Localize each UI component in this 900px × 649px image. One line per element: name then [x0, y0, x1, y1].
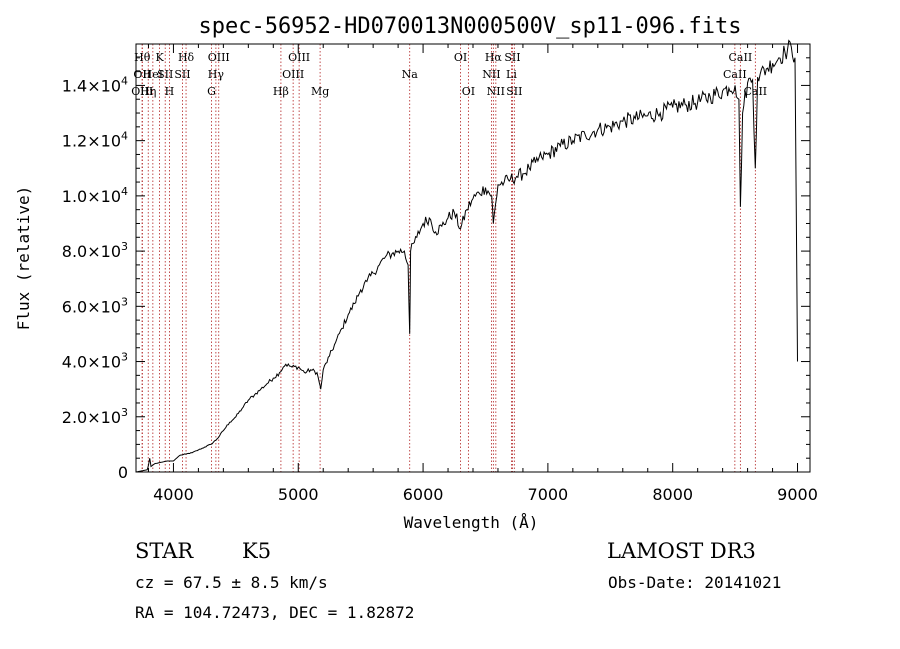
plot-frame: [135, 43, 811, 473]
spectral-line-label: Hγ: [208, 68, 225, 81]
spectral-line-label: Mg: [311, 85, 329, 98]
x-tick-label: 9000: [777, 485, 818, 504]
spectral-line-label: OIII: [288, 51, 310, 64]
y-axis-label: Flux (relative): [14, 186, 33, 331]
y-tick-exponent: 3: [121, 351, 128, 364]
spectral-line-label: Hη: [140, 85, 156, 98]
spectral-line-label: SII: [157, 68, 173, 81]
spectral-line-label: Hβ: [273, 85, 289, 98]
spectral-line-label: NII: [482, 68, 500, 81]
y-tick-mantissa: 1.2×10: [62, 132, 121, 151]
spectral-line-label: OIII: [282, 68, 304, 81]
redshift-cz: cz = 67.5 ± 8.5 km/s: [135, 573, 328, 592]
x-tick-label: 7000: [528, 485, 569, 504]
y-tick-exponent: 4: [121, 185, 128, 198]
spectral-line-label: Hθ: [134, 51, 151, 64]
y-tick-label: 1.0×104: [62, 185, 128, 206]
chart-title: spec-56952-HD070013N000500V_sp11-096.fit…: [198, 14, 741, 39]
y-tick-mantissa: 0: [118, 463, 128, 482]
x-tick-label: 8000: [652, 485, 693, 504]
y-tick-exponent: 3: [121, 240, 128, 253]
y-tick-mantissa: 1.4×10: [62, 76, 121, 95]
y-tick-label: 8.0×103: [62, 240, 128, 261]
spectral-line-label: OIII: [131, 85, 153, 98]
y-tick-label: 1.2×104: [62, 130, 128, 151]
x-tick-label: 6000: [403, 485, 444, 504]
observation-date: Obs-Date: 20141021: [608, 573, 782, 592]
survey-name: LAMOST DR3: [607, 539, 756, 563]
spectral-line-label: SII: [506, 85, 522, 98]
x-axis-ticks: 4000 5000 6000 7000 8000 9000: [147, 44, 818, 504]
y-tick-label: 1.4×104: [62, 74, 128, 95]
spectral-line-label: CaII: [723, 68, 747, 81]
y-tick-label: 6.0×103: [62, 295, 128, 316]
spectral-line-label: CaII: [743, 85, 767, 98]
y-tick-label: 2.0×103: [62, 406, 128, 427]
spectral-line-label: OI: [454, 51, 467, 64]
object-type: STAR: [135, 539, 194, 563]
y-tick-exponent: 3: [121, 406, 128, 419]
spectral-line-label: Na: [402, 68, 419, 81]
spectral-line-label: SII: [504, 51, 520, 64]
y-axis-ticks: 02.0×1034.0×1036.0×1038.0×1031.0×1041.2×…: [62, 57, 810, 482]
y-tick-label: 0: [118, 463, 128, 482]
y-tick-mantissa: 8.0×10: [62, 242, 121, 261]
spectral-line-label: Hδ: [178, 51, 195, 64]
y-tick-mantissa: 4.0×10: [62, 353, 121, 372]
spectral-line-label: Hα: [485, 51, 503, 64]
spectral-line-label: SII: [174, 68, 190, 81]
coordinates: RA = 104.72473, DEC = 1.82872: [135, 603, 415, 622]
x-tick-label: 4000: [153, 485, 194, 504]
series-spectrum-line: [135, 39, 798, 473]
y-tick-label: 4.0×103: [62, 351, 128, 372]
y-tick-exponent: 3: [121, 295, 128, 308]
spectral-line-label: K: [155, 51, 164, 64]
y-tick-mantissa: 6.0×10: [62, 297, 121, 316]
x-axis-label: Wavelength (Å): [404, 513, 539, 532]
spectral-line-label: NII: [487, 85, 505, 98]
spectral-line-label: G: [207, 85, 216, 98]
y-tick-mantissa: 1.0×10: [62, 187, 121, 206]
spectral-line-label: H: [165, 85, 175, 98]
y-tick-exponent: 4: [121, 130, 128, 143]
spectral-line-label: OIII: [208, 51, 230, 64]
y-tick-exponent: 4: [121, 74, 128, 87]
spectral-line-label: OI: [462, 85, 475, 98]
spectral-line-label: CaII: [729, 51, 753, 64]
y-tick-mantissa: 2.0×10: [62, 408, 121, 427]
x-tick-label: 5000: [278, 485, 319, 504]
spectral-line-label: HeI: [143, 68, 163, 81]
spectral-line-label: Li: [506, 68, 517, 81]
object-subclass: K5: [242, 539, 272, 563]
spectral-lines-layer: [141, 44, 756, 472]
